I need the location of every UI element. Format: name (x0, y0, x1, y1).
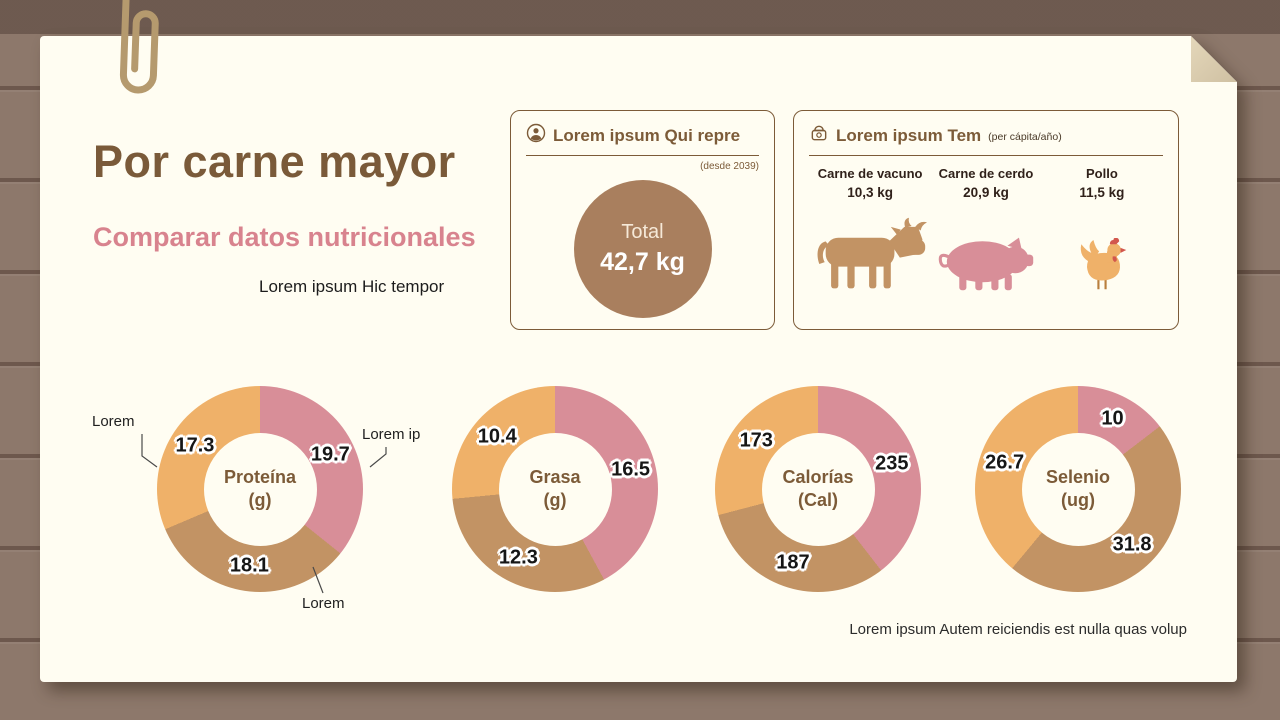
consumption-item-pollo: Pollo 11,5 kg (1045, 166, 1159, 292)
donut-hole (1022, 433, 1135, 546)
donut-chart-calorias: Calorías (Cal) 235 187 173 (715, 386, 921, 592)
paper-sheet: Por carne mayor Comparar datos nutricion… (40, 36, 1237, 682)
donut-hole (204, 433, 317, 546)
page-title: Por carne mayor (93, 136, 456, 187)
segment-value: 10 (1101, 407, 1124, 430)
person-icon (526, 123, 546, 148)
scale-icon (809, 123, 829, 148)
donut-hole (499, 433, 612, 546)
segment-value: 19.7 (310, 443, 350, 466)
consumption-box: Lorem ipsum Tem (per cápita/año) Carne d… (793, 110, 1179, 330)
total-label: Total (621, 221, 664, 243)
item-name: Carne de vacuno (817, 166, 923, 181)
total-box-title: Lorem ipsum Qui repre (553, 125, 741, 145)
tagline-text: Lorem ipsum Hic tempor (259, 277, 445, 296)
donut-chart-selenio: Selenio (ug) 10 31.8 26.7 (975, 386, 1181, 592)
folded-corner (1191, 36, 1237, 82)
item-value: 10,3 kg (847, 185, 893, 200)
chicken-icon (1077, 204, 1127, 292)
consumption-box-title: Lorem ipsum Tem (836, 125, 982, 145)
item-value: 20,9 kg (963, 185, 1009, 200)
callout-label-pink: Lorem ip (362, 426, 421, 443)
donut-chart-grasa: Grasa (g) 16.5 12.3 10.4 (452, 386, 658, 592)
segment-value: 31.8 (1112, 533, 1152, 556)
item-name: Carne de cerdo (938, 166, 1034, 181)
total-value: 42,7 kg (600, 248, 685, 276)
segment-value: 17.3 (175, 434, 215, 457)
consumption-item-vacuno: Carne de vacuno 10,3 kg (813, 166, 927, 292)
segment-value: 173 (739, 429, 773, 452)
donut-hole (762, 433, 875, 546)
total-circle: Total 42,7 kg (574, 180, 712, 318)
consumption-item-cerdo: Carne de cerdo 20,9 kg (929, 166, 1043, 292)
cow-icon (811, 204, 929, 292)
pig-icon (936, 204, 1036, 292)
total-box: Lorem ipsum Qui repre (desde 2039) Total… (510, 110, 775, 330)
donut-chart-proteina: Proteína (g) 19.7 18.1 17.3 (157, 386, 363, 592)
segment-value: 26.7 (985, 451, 1025, 474)
segment-value: 10.4 (477, 425, 517, 448)
callout-label-orange: Lorem (92, 413, 135, 430)
segment-value: 16.5 (611, 458, 651, 481)
since-note: (desde 2039) (700, 161, 759, 172)
segment-value: 12.3 (498, 546, 538, 569)
item-value: 11,5 kg (1079, 185, 1125, 200)
segment-value: 18.1 (229, 554, 269, 577)
callout-label-brown: Lorem (302, 595, 345, 612)
unit-note: (per cápita/año) (988, 131, 1062, 143)
item-name: Pollo (1086, 166, 1118, 181)
page-subtitle: Comparar datos nutricionales (93, 222, 476, 252)
paperclip-icon (88, 0, 188, 122)
segment-value: 187 (776, 551, 810, 574)
footnote-text: Lorem ipsum Autem reiciendis est nulla q… (849, 621, 1187, 638)
segment-value: 235 (875, 452, 909, 475)
